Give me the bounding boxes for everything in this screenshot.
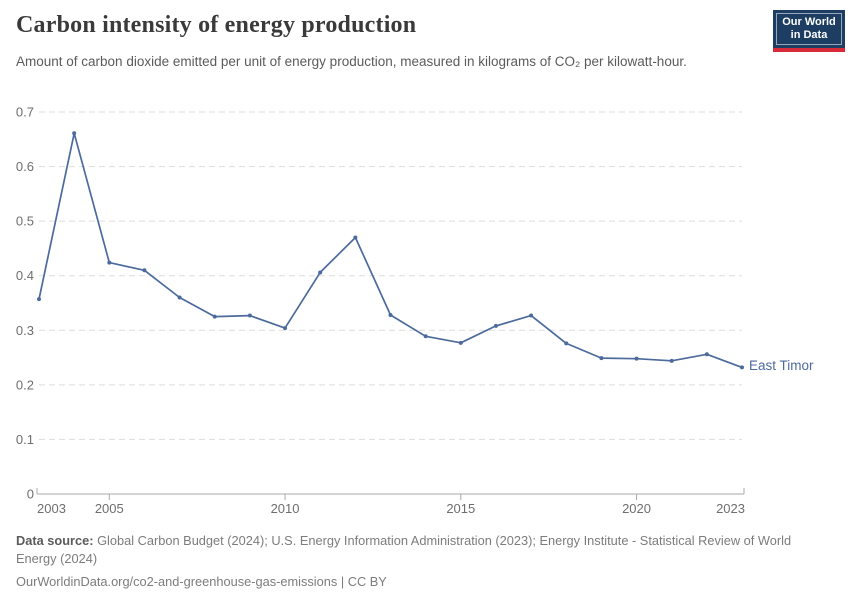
owid-logo-redbar (773, 48, 845, 52)
y-tick-label: 0.7 (16, 105, 34, 120)
series-label-east-timor[interactable]: East Timor (749, 358, 814, 374)
data-point[interactable] (740, 365, 744, 370)
y-tick-label: 0.5 (16, 214, 34, 229)
footer-link-line[interactable]: OurWorldinData.org/co2-and-greenhouse-ga… (16, 574, 387, 590)
data-point[interactable] (353, 235, 358, 240)
x-tick-label: 2020 (622, 501, 651, 516)
data-point[interactable] (212, 314, 217, 319)
data-point[interactable] (634, 356, 639, 361)
y-tick-label: 0 (27, 487, 34, 502)
data-source-line: Data source: Global Carbon Budget (2024)… (16, 532, 834, 568)
y-tick-label: 0.1 (16, 432, 34, 447)
data-point[interactable] (177, 295, 182, 300)
y-tick-label: 0.3 (16, 323, 34, 338)
x-tick-label: 2023 (716, 501, 745, 516)
data-point[interactable] (72, 131, 77, 136)
owid-logo-text: Our World in Data (776, 13, 842, 45)
data-point[interactable] (283, 326, 288, 331)
y-tick-label: 0.2 (16, 377, 34, 392)
x-tick-label: 2010 (271, 501, 300, 516)
data-line[interactable] (38, 132, 743, 369)
data-point[interactable] (493, 323, 498, 328)
chart-subtitle: Amount of carbon dioxide emitted per uni… (16, 54, 687, 69)
data-point[interactable] (37, 297, 41, 302)
data-point[interactable] (107, 260, 112, 265)
chart-footer: Data source: Global Carbon Budget (2024)… (16, 532, 834, 591)
x-tick-label: 2003 (37, 501, 66, 516)
data-source-text: Global Carbon Budget (2024); U.S. Energy… (16, 533, 792, 567)
y-tick-label: 0.4 (16, 268, 34, 283)
data-point[interactable] (388, 313, 393, 318)
data-point[interactable] (458, 340, 463, 345)
data-source-label: Data source: (16, 533, 94, 548)
data-point[interactable] (564, 341, 569, 346)
data-point[interactable] (669, 358, 674, 363)
owid-logo[interactable]: Our World in Data (773, 10, 845, 52)
x-tick-label: 2015 (446, 501, 475, 516)
data-point[interactable] (704, 352, 709, 357)
data-point[interactable] (247, 313, 252, 318)
data-point[interactable] (318, 270, 323, 275)
owid-logo-line2: in Data (790, 29, 828, 41)
x-tick-label: 2005 (95, 501, 124, 516)
chart-title: Carbon intensity of energy production (16, 12, 417, 38)
owid-logo-line1: Our World (782, 15, 836, 28)
data-point[interactable] (529, 313, 534, 318)
data-point[interactable] (142, 268, 147, 273)
data-point[interactable] (599, 356, 604, 361)
data-point[interactable] (423, 334, 428, 339)
y-tick-label: 0.6 (16, 159, 34, 174)
